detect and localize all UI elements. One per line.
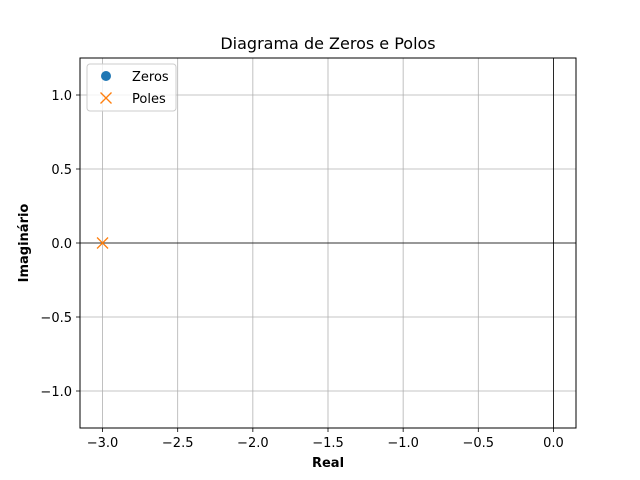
x-tick-label: −3.0 bbox=[87, 436, 119, 451]
y-axis-label: Imaginário bbox=[17, 204, 32, 283]
legend-marker-zeros bbox=[101, 71, 111, 81]
x-axis-ticks: −3.0 −2.5 −2.0 −1.5 −1.0 −0.5 0.0 bbox=[87, 428, 564, 451]
x-tick-label: −2.5 bbox=[162, 436, 194, 451]
y-tick-label: 0.0 bbox=[51, 237, 72, 252]
legend-marker-poles bbox=[100, 92, 112, 104]
y-tick-label: −1.0 bbox=[40, 385, 72, 400]
y-tick-label: 0.5 bbox=[51, 163, 72, 178]
x-tick-label: 0.0 bbox=[543, 436, 564, 451]
x-tick-label: −1.5 bbox=[312, 436, 344, 451]
y-tick-label: 1.0 bbox=[51, 89, 72, 104]
x-tick-label: −2.0 bbox=[237, 436, 269, 451]
y-tick-label: −0.5 bbox=[40, 311, 72, 326]
legend-label-zeros: Zeros bbox=[132, 70, 169, 85]
x-axis-label: Real bbox=[312, 456, 344, 471]
legend: Zeros Poles bbox=[86, 63, 177, 112]
data-points bbox=[96, 237, 109, 249]
y-axis-ticks: −1.0 −0.5 0.0 0.5 1.0 bbox=[40, 89, 80, 400]
chart-title: Diagrama de Zeros e Polos bbox=[220, 34, 435, 53]
x-tick-label: −0.5 bbox=[463, 436, 495, 451]
x-tick-label: −1.0 bbox=[387, 436, 419, 451]
pole-marker bbox=[96, 237, 109, 249]
legend-label-poles: Poles bbox=[132, 92, 166, 107]
reference-lines bbox=[80, 58, 576, 428]
